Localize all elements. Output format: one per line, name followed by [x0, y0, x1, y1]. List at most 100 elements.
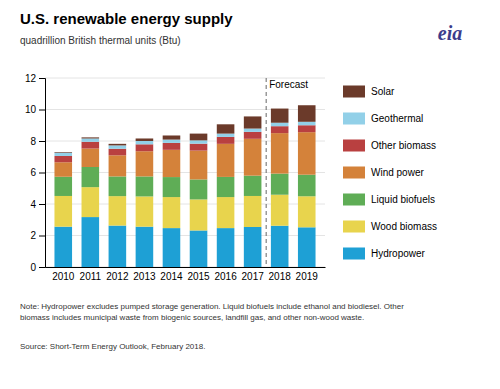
bars — [54, 105, 315, 267]
legend-swatch — [343, 221, 365, 233]
subtitle: quadrillion British thermal units (Btu) — [20, 35, 181, 46]
x-tick-label: 2016 — [214, 271, 237, 282]
bar — [136, 144, 154, 151]
forecast-line — [266, 78, 267, 267]
x-tick: 2013 — [133, 267, 156, 282]
bar — [54, 177, 72, 196]
y-tick-label: 2 — [30, 230, 36, 241]
bar — [82, 142, 100, 149]
bar — [298, 105, 316, 122]
logo: eia — [438, 22, 462, 44]
y-tick: 4 — [30, 199, 45, 210]
y-tick: 6 — [30, 167, 45, 178]
bar — [82, 217, 100, 267]
bar-series — [54, 122, 315, 156]
bar — [54, 156, 72, 162]
bar — [271, 126, 289, 133]
x-tick-label: 2017 — [242, 271, 265, 282]
annotation: Forecast — [269, 79, 308, 90]
bar — [136, 141, 154, 144]
y-tick-mark — [39, 78, 45, 79]
bar — [217, 228, 235, 267]
bar — [244, 129, 262, 132]
y-tick-label: 0 — [30, 262, 36, 273]
bar — [244, 176, 262, 196]
bar — [298, 122, 316, 125]
legend-label: Geothermal — [371, 113, 423, 124]
bar — [244, 132, 262, 139]
bar — [217, 177, 235, 197]
bar — [217, 137, 235, 144]
bar — [82, 149, 100, 167]
bar — [109, 149, 127, 156]
bar — [136, 227, 154, 267]
x-tick: 2014 — [160, 267, 183, 282]
bar — [271, 226, 289, 267]
x-tick: 2017 — [242, 267, 265, 282]
bar — [190, 151, 208, 180]
bar — [109, 144, 127, 146]
y-tick-label: 4 — [30, 199, 36, 210]
x-tick-label: 2018 — [269, 271, 292, 282]
x-tick: 2015 — [187, 267, 210, 282]
bar — [163, 177, 181, 197]
bar — [190, 199, 208, 230]
bar — [163, 197, 181, 228]
x-axis: 2010 2011 2012 2013 2014 2015 2016 2017 2018 2019 — [46, 267, 326, 282]
bar — [298, 125, 316, 132]
bar — [298, 175, 316, 197]
legend-item: Liquid biofuels — [343, 194, 435, 206]
bar — [54, 196, 72, 227]
legend: Solar Geothermal Other biomass Wind power Li… — [343, 86, 437, 260]
bar — [190, 144, 208, 151]
bar-series — [54, 125, 315, 162]
legend-swatch — [343, 86, 365, 98]
bar — [217, 134, 235, 137]
bar — [136, 196, 154, 226]
bar-series — [54, 132, 315, 179]
bar — [217, 144, 235, 177]
bar — [163, 135, 181, 139]
legend-item: Other biomass — [343, 140, 436, 152]
legend-label: Wind power — [371, 167, 424, 178]
bar — [109, 226, 127, 267]
bar — [217, 124, 235, 133]
bar — [82, 137, 100, 138]
x-tick-label: 2015 — [187, 271, 210, 282]
x-tick: 2018 — [269, 267, 292, 282]
x-tick-label: 2019 — [296, 271, 319, 282]
x-tick-label: 2010 — [52, 271, 75, 282]
bar — [190, 140, 208, 143]
chart: U.S. renewable energy supplyquadrillion … — [0, 0, 500, 389]
plot: 0246810122010201120122013201420152016201… — [25, 73, 326, 282]
note: Note: Hydropower excludes pumped storage… — [20, 302, 404, 322]
legend-label: Hydropower — [371, 248, 426, 259]
x-tick-label: 2011 — [80, 271, 102, 282]
x-tick-label: 2012 — [106, 271, 129, 282]
bar — [109, 176, 127, 196]
bar — [271, 133, 289, 173]
legend-label: Other biomass — [371, 140, 436, 151]
bar — [136, 151, 154, 176]
x-tick-label: 2013 — [133, 271, 156, 282]
y-tick-label: 8 — [30, 136, 36, 147]
y-tick-label: 10 — [25, 104, 37, 115]
legend-item: Wind power — [343, 167, 424, 179]
y-tick-mark — [39, 110, 45, 111]
bar — [136, 176, 154, 196]
source: Source: Short-Term Energy Outlook, Febru… — [20, 342, 205, 351]
bar — [163, 150, 181, 177]
bar — [190, 230, 208, 267]
y-tick-label: 12 — [25, 73, 37, 84]
y-tick: 8 — [30, 136, 45, 147]
legend-item: Solar — [343, 86, 395, 98]
legend-swatch — [343, 248, 365, 260]
bar — [54, 162, 72, 176]
note-line: biomass includes municipal waste from bi… — [20, 313, 364, 322]
legend-swatch — [343, 113, 365, 125]
y-tick-label: 6 — [30, 167, 36, 178]
bar — [271, 174, 289, 195]
bar — [54, 153, 72, 156]
bar — [136, 138, 154, 141]
x-axis-line — [46, 267, 326, 268]
